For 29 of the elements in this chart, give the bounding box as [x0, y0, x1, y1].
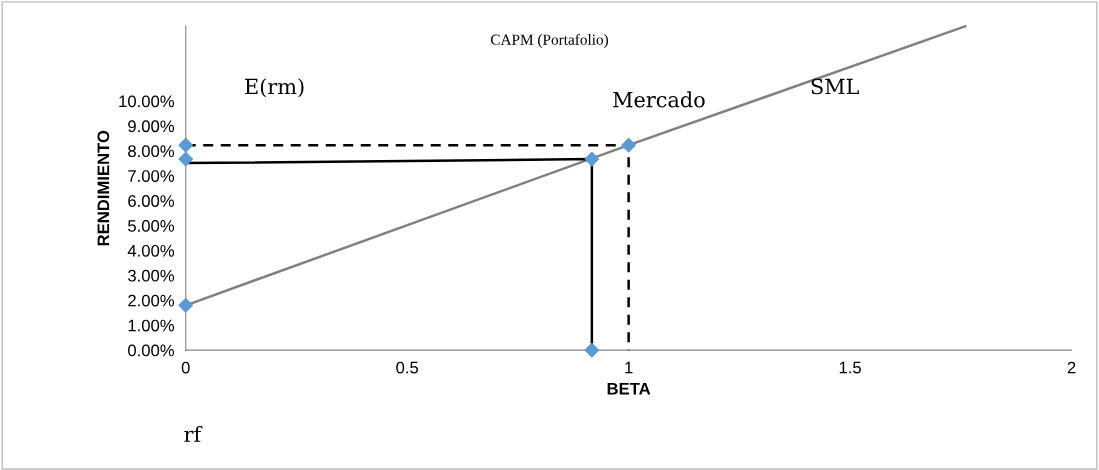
point [178, 298, 194, 313]
y-tick-label: 10.00% [119, 95, 175, 108]
y-tick-label: 2.00% [128, 294, 175, 307]
y-axis-title: RENDIMIENTO [97, 130, 110, 246]
y-tick-label: 9.00% [128, 120, 175, 133]
y-tick-label: 4.00% [127, 244, 175, 257]
y-tick-label: 3.00% [128, 269, 175, 282]
y-tick-label: 5.00% [128, 220, 175, 232]
annotation: SML [811, 78, 859, 95]
x-tick-label: 1 [625, 361, 633, 374]
point [584, 151, 600, 167]
y-tick-label: 8.00% [128, 145, 175, 158]
point [178, 151, 194, 167]
point [621, 137, 636, 153]
annotation: Mercado [613, 91, 705, 108]
x-axis-title: BETA [607, 382, 651, 395]
point [584, 342, 600, 358]
y-tick-label: 6.00% [128, 195, 175, 207]
chart-title: CAPM (Portafolio) [490, 33, 609, 48]
y-tick-label: 0.00% [128, 344, 175, 357]
text: rf [184, 425, 203, 442]
annotation: E(rm) [245, 78, 304, 98]
x-tick-label: 1.5 [839, 361, 861, 374]
x-tick-label: 0 [181, 361, 190, 374]
y-tick-label: 1.00% [128, 319, 175, 332]
y-tick-label: 7.00% [128, 170, 175, 182]
x-tick-label: 0.5 [396, 361, 419, 374]
point [178, 137, 194, 153]
x-tick-label: 2 [1067, 361, 1076, 374]
